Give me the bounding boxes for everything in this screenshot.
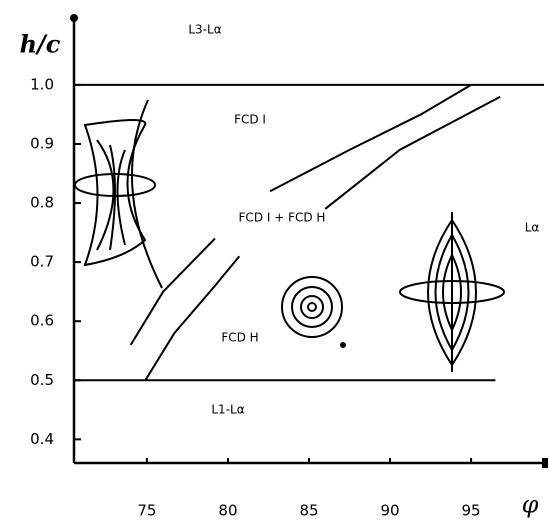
- icon-circle: [281, 276, 343, 338]
- y-tick-label: 0.9: [30, 134, 54, 152]
- icon-circle: [291, 286, 333, 328]
- x-tick-label: 80: [218, 502, 237, 520]
- focal-conic-icons: [74, 99, 505, 372]
- y-tick-label: 1.0: [30, 75, 54, 93]
- axis-arrow: [542, 458, 548, 468]
- boundary-line: [129, 237, 216, 346]
- x-tick-label: 85: [299, 502, 318, 520]
- region-label: Lα: [525, 221, 540, 235]
- region-label: L1-Lα: [211, 403, 244, 417]
- icon-hyperbola: [83, 119, 147, 267]
- boundary-line: [144, 255, 241, 381]
- x-tick-label: 75: [137, 502, 156, 520]
- x-tick-label: 95: [462, 502, 481, 520]
- icon-circle: [300, 295, 324, 319]
- icon-hyperbola-lines: [96, 139, 126, 251]
- region-label: L3-Lα: [188, 23, 221, 37]
- y-axis-label: h/c: [20, 30, 61, 59]
- y-tick-label: 0.6: [30, 312, 54, 330]
- boundary-line: [269, 84, 472, 193]
- x-tick-label: 90: [380, 502, 399, 520]
- region-label: FCD I: [234, 113, 266, 127]
- region-label: FCD I + FCD H: [239, 211, 326, 225]
- x-axis-label: φ: [522, 491, 539, 519]
- icon-dot: [340, 342, 346, 348]
- y-tick-label: 0.7: [30, 253, 54, 271]
- y-tick-label: 0.4: [30, 430, 54, 448]
- axis-arrow: [70, 14, 78, 22]
- icon-circle: [307, 302, 317, 312]
- region-label: FCD H: [221, 331, 258, 345]
- y-tick-label: 0.5: [30, 371, 54, 389]
- y-tick-label: 0.8: [30, 194, 54, 212]
- boundary-line: [324, 95, 501, 210]
- icon-hyperbola-axis: [131, 99, 163, 289]
